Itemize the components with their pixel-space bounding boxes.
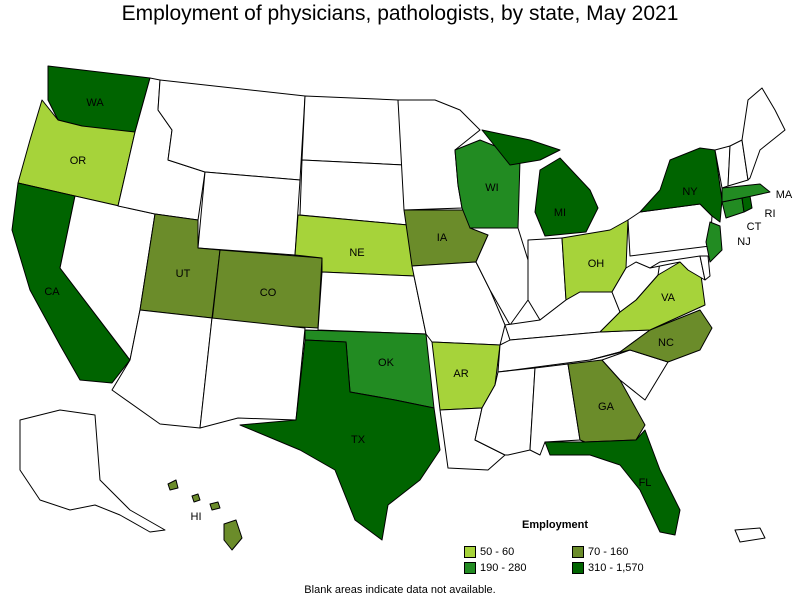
state-TX [239,339,441,541]
state-KS [317,271,427,335]
state-AK [19,409,166,533]
state-HI [167,479,243,551]
state-MI [481,129,599,237]
state-SD [299,159,409,226]
label-OH: OH [588,258,605,270]
label-MI: MI [554,207,566,219]
state-FL [544,429,681,536]
label-VA: VA [661,292,676,304]
legend-label: 70 - 160 [588,546,629,558]
legend-label: 50 - 60 [480,546,515,558]
label-HI: HI [191,511,202,523]
label-NE: NE [349,247,364,259]
legend-swatch [464,546,476,558]
label-GA: GA [598,401,615,413]
state-WY [197,171,301,256]
label-NJ: NJ [737,236,750,248]
label-WA: WA [86,97,104,109]
legend-label: 190 - 280 [480,562,527,574]
label-UT: UT [176,268,191,280]
legend-swatch [464,562,476,574]
label-WI: WI [485,182,498,194]
legend-title: Employment [522,519,589,531]
state-RI [741,195,753,213]
legend-swatch [572,562,584,574]
footnote: Blank areas indicate data not available. [304,584,496,596]
legend-item: 70 - 160 [572,546,628,558]
label-CT: CT [747,221,762,233]
state-ND [301,95,405,166]
territory-PR [734,527,766,543]
label-NC: NC [658,337,674,349]
label-MA: MA [776,189,793,201]
state-NY [639,147,723,223]
label-CO: CO [260,287,277,299]
label-RI: RI [765,208,776,220]
state-NM [199,317,306,429]
label-FL: FL [639,477,652,489]
label-OR: OR [70,155,87,167]
legend-label: 310 - 1,570 [588,562,644,574]
label-NY: NY [682,186,698,198]
label-TX: TX [351,434,366,446]
state-ME [741,87,786,181]
state-MA [721,183,771,203]
legend-item: 50 - 60 [464,546,514,558]
legend-item: 190 - 280 [464,562,526,574]
legend-swatch [572,546,584,558]
label-IA: IA [437,232,448,244]
label-OK: OK [378,357,395,369]
label-AR: AR [453,368,468,380]
legend-item: 310 - 1,570 [572,562,644,574]
label-CA: CA [44,286,60,298]
map-title: Employment of physicians, pathologists, … [121,2,679,25]
state-NC [589,309,713,363]
state-NJ [705,221,723,263]
state-DE [699,255,711,281]
